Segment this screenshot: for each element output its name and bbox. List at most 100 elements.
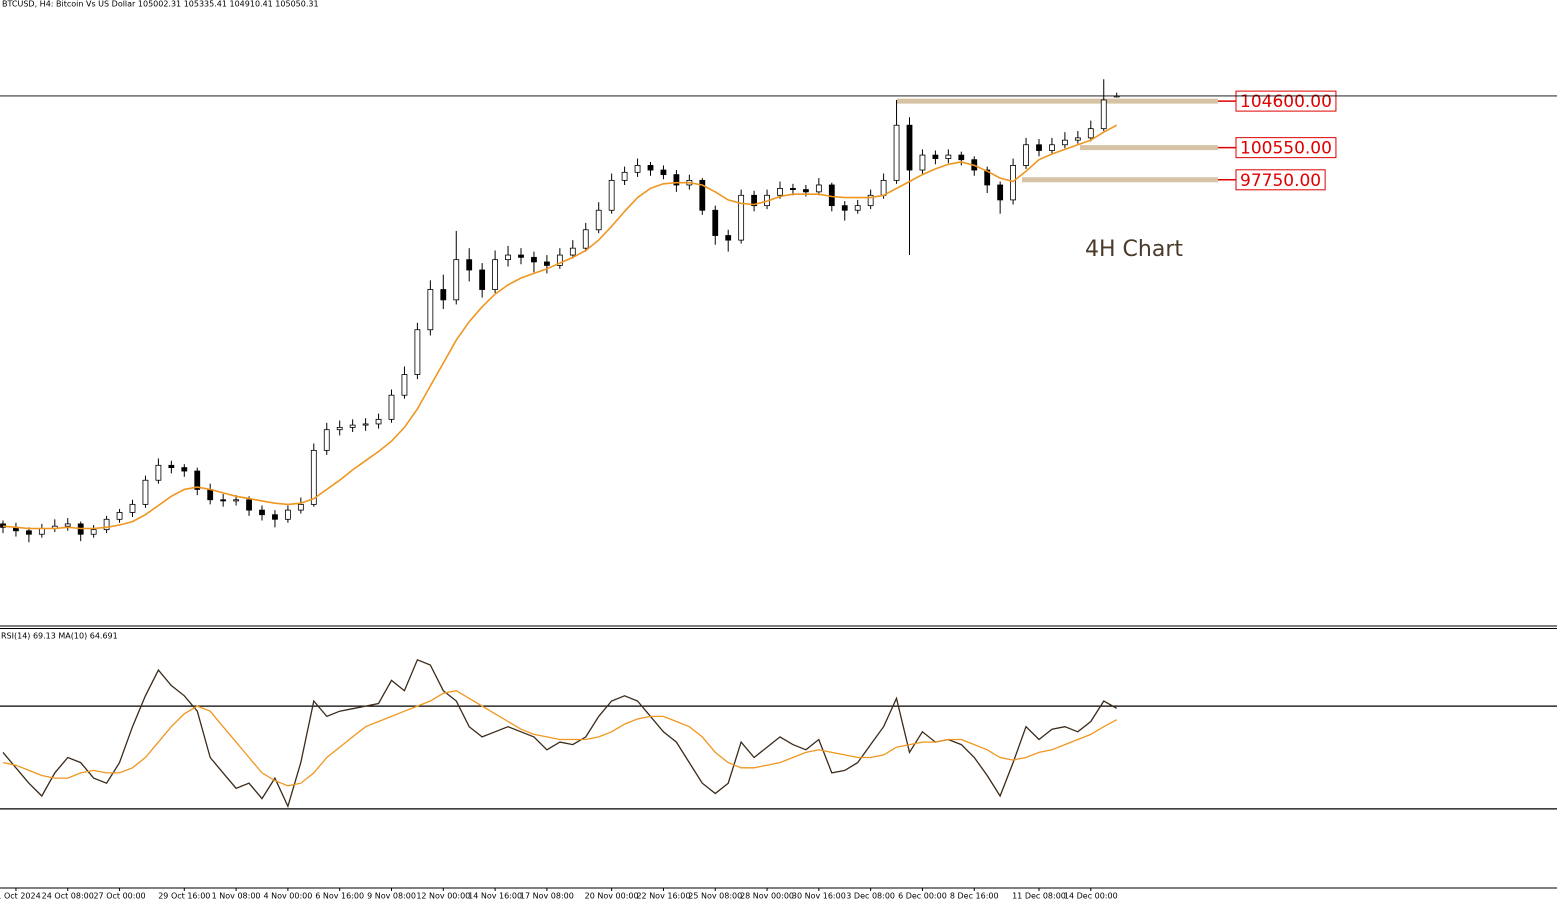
candle-body [220, 499, 227, 502]
candle-body [388, 394, 395, 420]
candle-body [751, 194, 757, 207]
candle-body [440, 289, 447, 301]
candle-body [854, 205, 861, 211]
candle-body [595, 209, 602, 231]
candle-body [673, 174, 680, 186]
candle-body [1087, 128, 1094, 139]
candle-body [401, 374, 408, 396]
candle-body [738, 194, 745, 241]
candle-body [660, 169, 667, 176]
candle-body [1049, 144, 1055, 151]
x-tick-label: 14 Nov 16:00 [468, 892, 522, 901]
candle-body [1100, 99, 1107, 130]
candle-body [64, 523, 71, 527]
candle-body [181, 467, 188, 472]
candle-body [984, 169, 991, 186]
rsi-ma-line [2, 690, 1118, 787]
rsi-line [2, 658, 1118, 809]
candle-body [582, 229, 589, 249]
candle-body [725, 235, 732, 241]
candle-body [1113, 95, 1120, 98]
candle-body [1023, 144, 1029, 166]
x-tick-label: 14 Dec 00:00 [1064, 892, 1118, 901]
candle-body [25, 530, 32, 535]
candle-body [233, 499, 240, 502]
candle-body [246, 499, 252, 511]
x-tick-label: 17 Nov 08:00 [520, 892, 574, 901]
candle-body [427, 289, 434, 331]
x-tick-label: 9 Nov 08:00 [367, 892, 416, 901]
candle-body [38, 528, 45, 535]
candle-body [116, 512, 123, 520]
x-tick-label: 30 Nov 16:00 [792, 892, 846, 901]
x-tick-label: 29 Oct 16:00 [158, 892, 210, 901]
candle-body [945, 154, 952, 159]
x-tick-label: 4 Nov 00:00 [263, 892, 312, 901]
candle-body [479, 269, 486, 290]
candle-body [1074, 137, 1081, 141]
candle-body [1036, 144, 1042, 151]
candle-body [194, 470, 201, 490]
candle-body [349, 424, 356, 428]
candle-body [492, 259, 499, 290]
candle-body [362, 423, 369, 426]
chart-title: BTCUSD, H4: Bitcoin Vs US Dollar 105002.… [2, 0, 319, 9]
candle-body [777, 188, 783, 196]
candle-body [867, 194, 874, 207]
moving-average [2, 124, 1118, 530]
candle-body [803, 189, 809, 193]
x-tick-label: 21 Oct 2024 [0, 892, 41, 901]
x-tick-label: 6 Dec 00:00 [898, 892, 947, 901]
candle-body [790, 188, 796, 190]
candle-body [893, 124, 900, 181]
candle-body [712, 209, 719, 236]
candle-body [828, 184, 835, 207]
candle-body [142, 479, 149, 505]
level-label: 100550.00 [1240, 139, 1332, 159]
candle-body [505, 254, 511, 261]
candle-body [531, 256, 537, 263]
candle-body [699, 179, 706, 211]
candle-body [997, 184, 1004, 201]
x-tick-label: 1 Nov 08:00 [212, 892, 261, 901]
candle-body [906, 124, 913, 171]
x-tick-label: 8 Dec 16:00 [950, 892, 999, 901]
candle-body [453, 259, 460, 301]
x-tick-label: 20 Nov 00:00 [585, 892, 639, 901]
level-label: 104600.00 [1240, 92, 1332, 112]
level-label-box [1235, 169, 1326, 191]
candle-body [168, 464, 175, 469]
candle-body [466, 259, 473, 271]
candle-body [103, 518, 110, 531]
x-tick-label: 6 Nov 16:00 [315, 892, 364, 901]
x-tick-label: 25 Nov 08:00 [688, 892, 742, 901]
candle-body [414, 329, 421, 375]
candle-body [336, 426, 343, 431]
candle-body [90, 529, 97, 535]
candle-body [958, 154, 965, 161]
x-tick-label: 24 Oct 08:00 [42, 892, 94, 901]
level-label-box [1235, 137, 1337, 159]
candle-body [207, 489, 214, 501]
candle-body [272, 514, 278, 520]
x-tick-label: 28 Nov 00:00 [740, 892, 794, 901]
candle-body [621, 171, 628, 181]
candle-body [518, 254, 524, 258]
x-tick-label: 11 Dec 08:00 [1012, 892, 1066, 901]
candle-body [841, 205, 848, 211]
x-tick-label: 27 Oct 00:00 [93, 892, 145, 901]
x-tick-label: 3 Dec 08:00 [846, 892, 895, 901]
candle-body [129, 503, 136, 513]
x-tick-label: 12 Nov 00:00 [416, 892, 470, 901]
candle-body [155, 464, 162, 481]
candle-body [259, 509, 265, 516]
candle-body [815, 184, 822, 193]
candle-body [310, 449, 317, 505]
candle-body [569, 247, 576, 256]
candle-body [323, 429, 330, 451]
candle-body [932, 154, 939, 159]
candle-body [1062, 139, 1068, 146]
candle-body [375, 418, 382, 425]
